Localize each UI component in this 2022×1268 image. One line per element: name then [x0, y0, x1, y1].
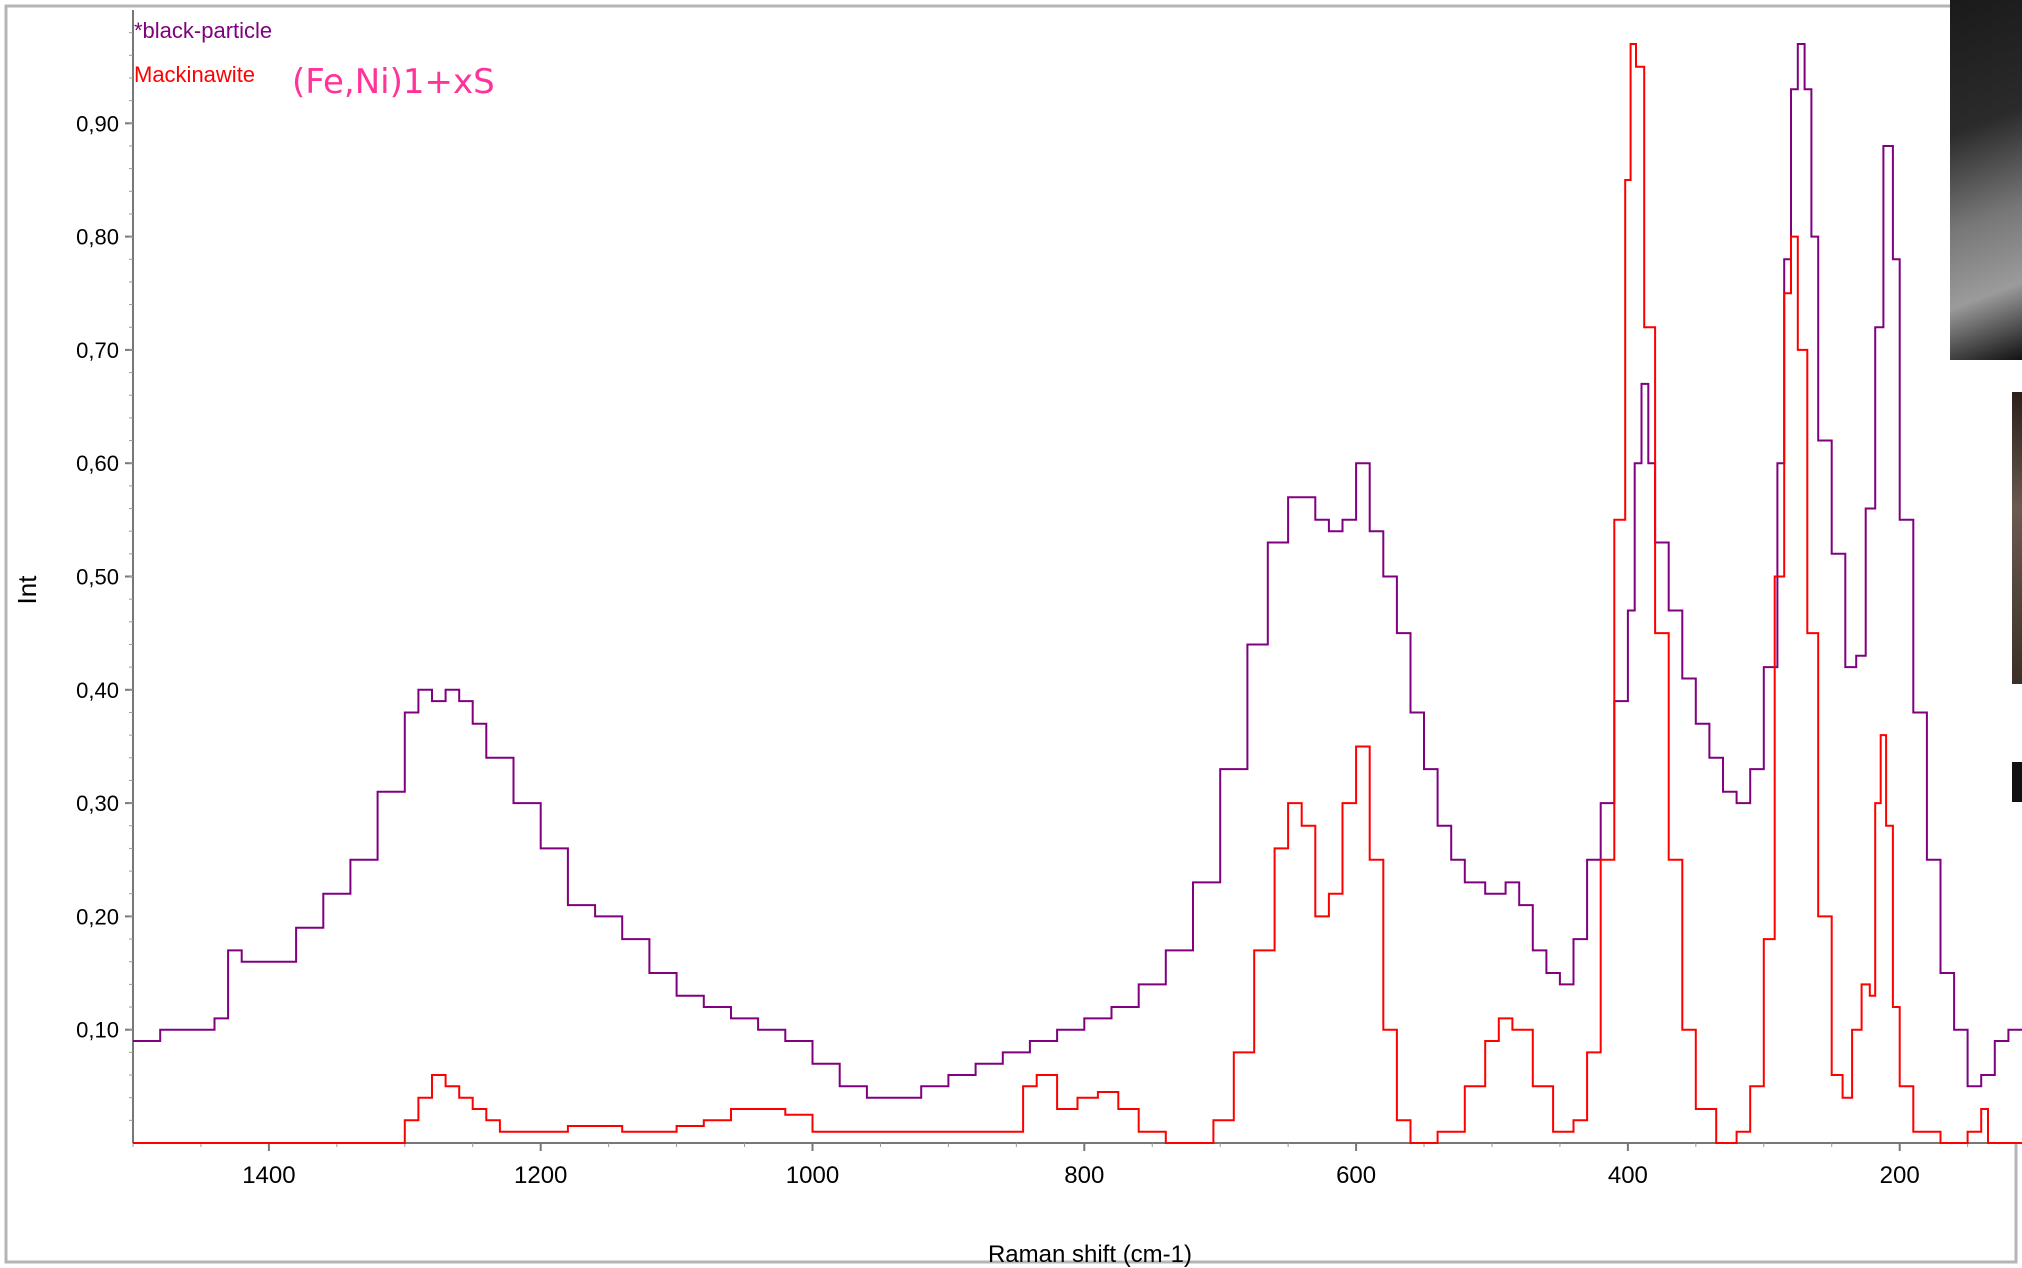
y-tick-label: 0,60	[76, 451, 119, 476]
y-tick-label: 0,40	[76, 678, 119, 703]
cropped-label-fragment	[2012, 762, 2022, 802]
y-tick-label: 0,50	[76, 565, 119, 590]
series-line-black-particle	[133, 43, 2022, 1099]
x-tick-label: 1000	[786, 1162, 839, 1189]
y-tick-label: 0,20	[76, 904, 119, 929]
y-tick-label: 0,80	[76, 225, 119, 250]
legend-entry-black-particle: *black-particle	[134, 18, 273, 43]
x-tick-label: 200	[1880, 1162, 1920, 1189]
y-axis-title: Int	[12, 575, 42, 605]
plot-area	[133, 10, 2022, 1143]
sample-photo-cropped	[1950, 0, 2022, 360]
y-tick-label: 0,70	[76, 338, 119, 363]
y-axis-ticks: 0,10 0,20 0,30 0,40 0,50 0,60 0,70 0,80 0,90	[76, 32, 133, 1121]
y-tick-label: 0,90	[76, 111, 119, 136]
x-axis-title: Raman shift (cm-1)	[988, 1241, 1192, 1268]
x-axis-ticks: 1400 1200 1000 800 600 400 200	[132, 1143, 1969, 1189]
formula-annotation: (Fe,Ni)1+xS	[292, 62, 495, 102]
x-tick-label: 800	[1064, 1162, 1104, 1189]
x-tick-label: 1200	[514, 1162, 567, 1189]
x-tick-label: 400	[1608, 1162, 1648, 1189]
legend-entry-mackinawite: Mackinawite	[134, 62, 256, 87]
series-layer	[133, 43, 2022, 1144]
y-tick-label: 0,30	[76, 791, 119, 816]
x-tick-label: 600	[1336, 1162, 1376, 1189]
x-tick-label: 1400	[242, 1162, 295, 1189]
y-tick-label: 0,10	[76, 1018, 119, 1043]
series-line-mackinawite	[133, 43, 2022, 1144]
sample-photo-cropped-2	[2012, 392, 2022, 684]
